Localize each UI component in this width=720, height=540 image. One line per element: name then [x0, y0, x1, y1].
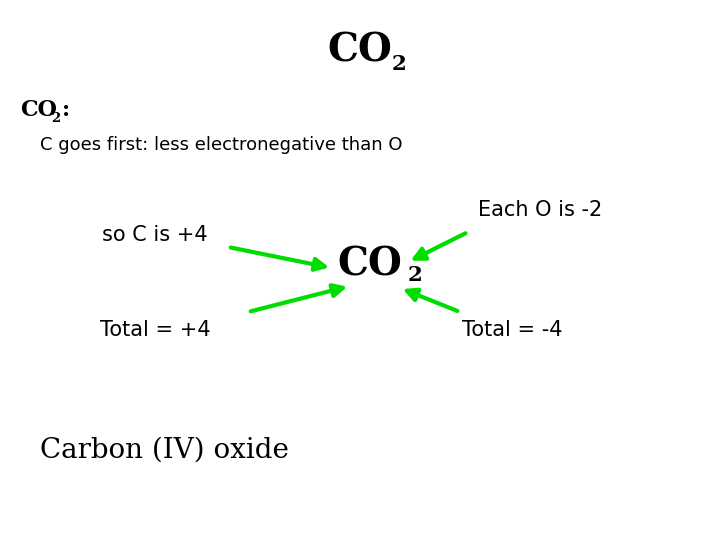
- Text: :: :: [62, 99, 70, 121]
- Text: CO: CO: [20, 99, 57, 121]
- Text: Total = +4: Total = +4: [100, 320, 211, 340]
- Text: C goes first: less electronegative than O: C goes first: less electronegative than …: [40, 136, 402, 154]
- Text: CO: CO: [328, 31, 392, 69]
- Text: 2: 2: [408, 265, 423, 285]
- Text: CO: CO: [338, 246, 402, 284]
- Text: Each O is -2: Each O is -2: [478, 200, 602, 220]
- Text: 2: 2: [392, 54, 407, 74]
- Text: Total = -4: Total = -4: [462, 320, 562, 340]
- Text: so C is +4: so C is +4: [102, 225, 208, 245]
- Text: 2: 2: [51, 112, 60, 125]
- Text: Carbon (IV) oxide: Carbon (IV) oxide: [40, 436, 289, 463]
